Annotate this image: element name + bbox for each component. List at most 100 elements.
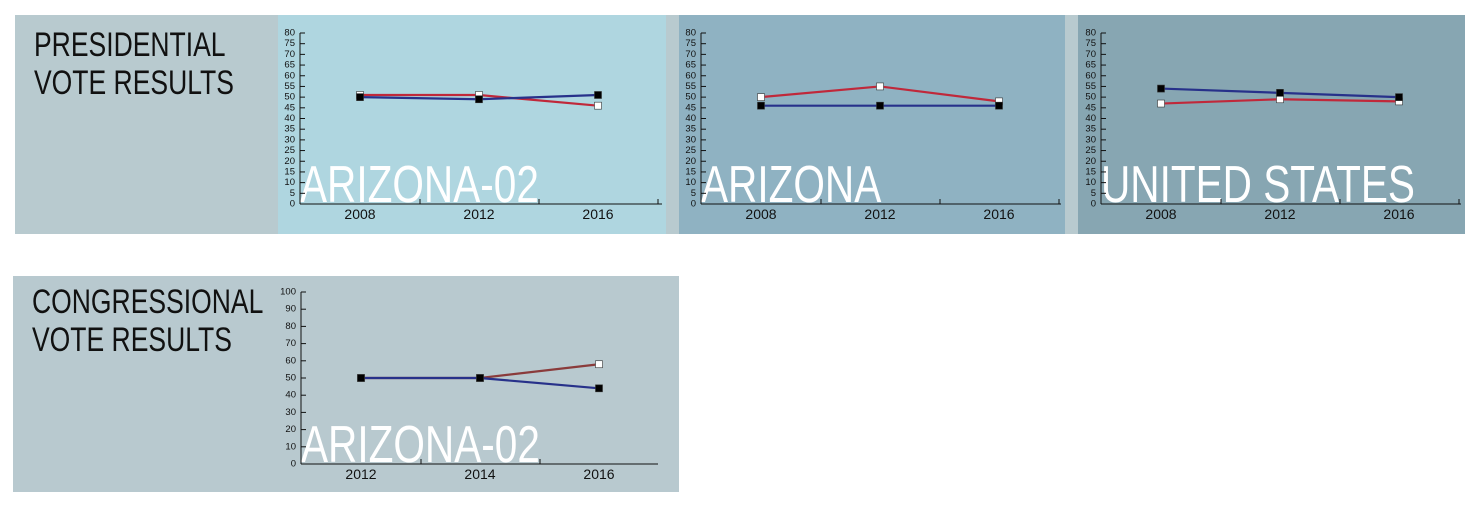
panel: [278, 15, 666, 234]
y-tick-label: 50: [284, 92, 295, 103]
y-tick-label: 75: [284, 38, 295, 49]
congressional-section: [13, 276, 679, 492]
heading: PRESIDENTIAL: [34, 26, 226, 64]
y-tick-label: 60: [284, 70, 295, 81]
point: [876, 101, 884, 110]
point: [595, 360, 603, 369]
y-tick-label: 0: [291, 459, 296, 470]
y-tick-label: 10: [284, 177, 295, 188]
panel: [679, 15, 1065, 234]
x-tick-label: 2016: [582, 206, 613, 222]
y-tick-label: 0: [290, 199, 295, 210]
y-tick-label: 55: [284, 81, 295, 92]
point: [1157, 84, 1165, 93]
y-tick-label: 20: [284, 156, 295, 167]
y-tick-label: 35: [685, 124, 696, 135]
point: [595, 384, 603, 393]
y-tick-label: 30: [1085, 134, 1096, 145]
heading-line: CONGRESSIONAL: [32, 283, 263, 321]
y-tick-label: 65: [1085, 60, 1096, 71]
x-tick-label: 2008: [745, 206, 776, 222]
y-tick-label: 75: [1085, 38, 1096, 49]
y-tick-label: 60: [685, 70, 696, 81]
y-tick-label: 50: [685, 92, 696, 103]
y-tick-label: 70: [284, 49, 295, 60]
y-tick-label: 70: [685, 49, 696, 60]
y-tick-label: 50: [1085, 92, 1096, 103]
y-tick-label: 45: [1085, 102, 1096, 113]
point: [1395, 93, 1403, 101]
x-tick-label: 2012: [345, 466, 376, 482]
point: [594, 101, 602, 110]
y-tick-label: 35: [1085, 124, 1096, 135]
heading: VOTE RESULTS: [32, 321, 232, 359]
y-tick-label: 80: [1085, 28, 1096, 39]
point: [757, 101, 765, 110]
y-tick-label: 10: [685, 177, 696, 188]
y-tick-label: 25: [1085, 145, 1096, 156]
y-tick-label: 40: [284, 113, 295, 124]
y-tick-label: 5: [290, 188, 295, 199]
point: [357, 374, 365, 382]
y-tick-label: 10: [285, 441, 296, 452]
point: [1276, 95, 1284, 104]
heading-line: VOTE RESULTS: [32, 321, 232, 359]
heading-line: PRESIDENTIAL: [34, 26, 226, 64]
point: [876, 82, 884, 91]
point: [475, 95, 483, 104]
chart-title: ARIZONA-02: [301, 415, 540, 473]
y-tick-label: 70: [285, 338, 296, 349]
y-tick-label: 20: [685, 156, 696, 167]
y-tick-label: 20: [1085, 156, 1096, 167]
chart-title-wrap: UNITED STATES: [1101, 155, 1415, 213]
point: [1157, 99, 1165, 108]
point: [995, 101, 1003, 110]
x-tick-label: 2016: [1383, 206, 1414, 222]
y-tick-label: 0: [1091, 199, 1096, 210]
y-tick-label: 70: [1085, 49, 1096, 60]
y-tick-label: 15: [685, 166, 696, 177]
y-tick-label: 55: [685, 81, 696, 92]
y-tick-label: 80: [284, 28, 295, 39]
y-tick-label: 40: [285, 390, 296, 401]
x-tick-label: 2008: [344, 206, 375, 222]
heading-line: VOTE RESULTS: [34, 64, 234, 102]
y-tick-label: 45: [685, 102, 696, 113]
x-tick-label: 2014: [464, 466, 495, 482]
point: [356, 93, 364, 101]
y-tick-label: 60: [285, 355, 296, 366]
point: [594, 91, 602, 99]
y-tick-label: 100: [280, 287, 296, 298]
y-tick-label: 0: [691, 199, 696, 210]
y-tick-label: 15: [1085, 166, 1096, 177]
y-tick-label: 55: [1085, 81, 1096, 92]
y-tick-label: 25: [284, 145, 295, 156]
y-tick-label: 30: [284, 134, 295, 145]
heading: CONGRESSIONAL: [32, 283, 263, 321]
y-tick-label: 5: [691, 188, 696, 199]
y-tick-label: 20: [285, 424, 296, 435]
x-tick-label: 2012: [864, 206, 895, 222]
y-tick-label: 5: [1091, 188, 1096, 199]
chart-title: ARIZONA: [701, 155, 881, 213]
y-tick-label: 30: [285, 407, 296, 418]
chart-title: ARIZONA-02: [300, 155, 539, 213]
point: [476, 374, 484, 382]
heading: VOTE RESULTS: [34, 64, 234, 102]
panel: [1078, 15, 1465, 234]
chart-title: UNITED STATES: [1101, 155, 1415, 213]
y-tick-label: 40: [685, 113, 696, 124]
x-tick-label: 2008: [1145, 206, 1176, 222]
chart-title-wrap: ARIZONA: [701, 155, 881, 213]
y-tick-label: 10: [1085, 177, 1096, 188]
chart-title-wrap: ARIZONA-02: [300, 155, 539, 213]
y-tick-label: 65: [685, 60, 696, 71]
y-tick-label: 60: [1085, 70, 1096, 81]
y-tick-label: 80: [285, 321, 296, 332]
y-tick-label: 45: [284, 102, 295, 113]
y-tick-label: 40: [1085, 113, 1096, 124]
point: [757, 93, 765, 101]
y-tick-label: 80: [685, 28, 696, 39]
y-tick-label: 15: [284, 166, 295, 177]
